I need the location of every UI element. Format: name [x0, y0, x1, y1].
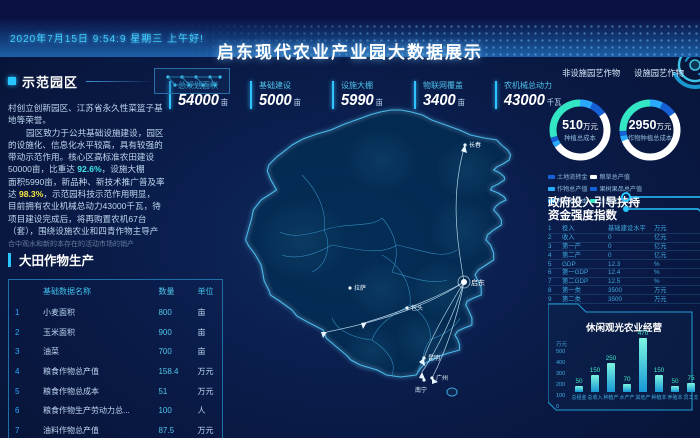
svg-text:长春: 长春: [469, 141, 481, 149]
svg-text:包头: 包头: [411, 304, 423, 312]
svg-text:广州: 广州: [436, 374, 448, 382]
svg-text:昆明: 昆明: [428, 355, 440, 362]
svg-text:拉萨: 拉萨: [354, 284, 366, 292]
svg-text:启东: 启东: [471, 278, 485, 287]
svg-text:南宁: 南宁: [415, 386, 427, 394]
